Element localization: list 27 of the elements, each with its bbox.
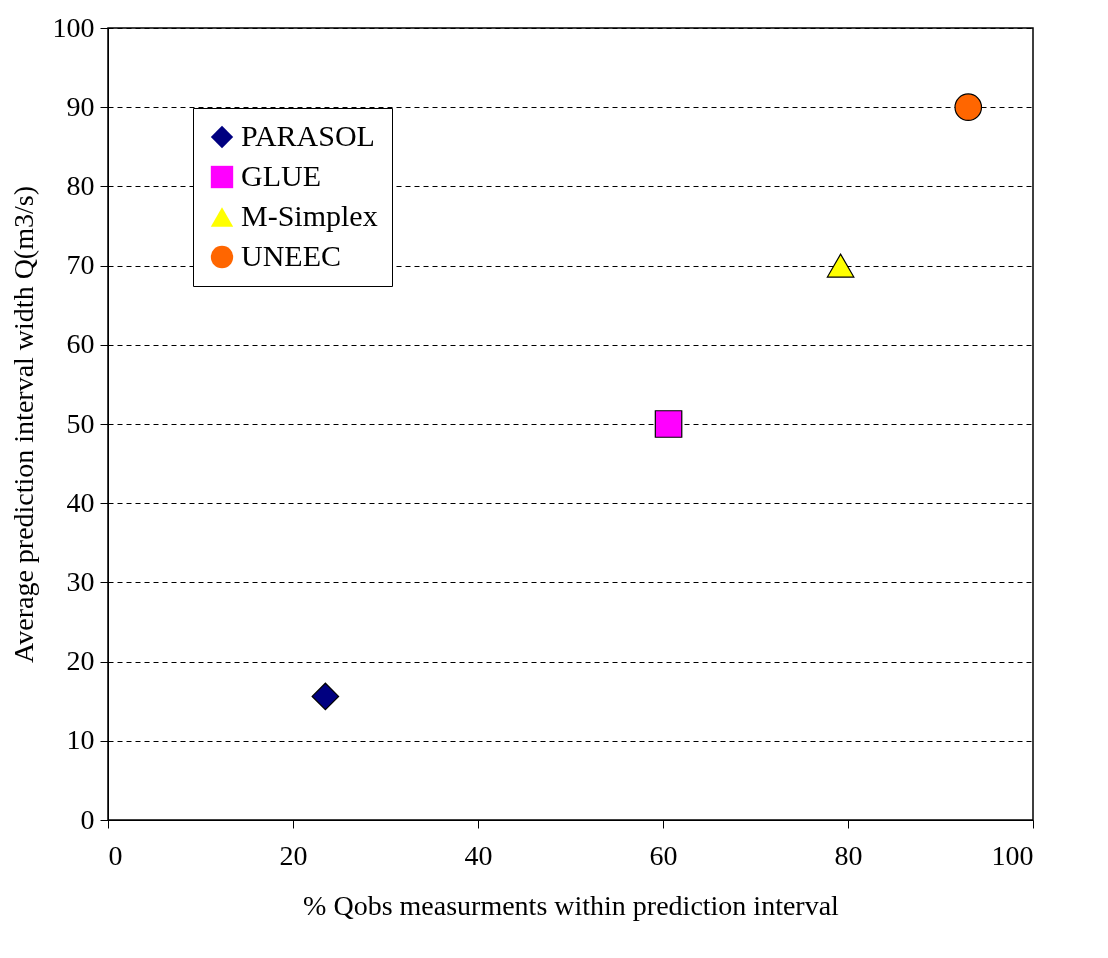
legend-label: PARASOL: [241, 119, 375, 152]
y-tick-label: 40: [66, 486, 95, 518]
point: [954, 93, 983, 121]
y-axis-title: Average prediction interval width Q(m3/s): [7, 186, 39, 663]
x-tick-label: 80: [834, 839, 863, 871]
y-tick-label: 90: [66, 90, 95, 122]
point: [654, 410, 683, 438]
y-tick-label: 80: [66, 169, 95, 201]
legend-label: GLUE: [241, 159, 321, 192]
legend-label: M-Simplex: [241, 199, 378, 232]
x-tick-label: 100: [991, 839, 1034, 871]
y-tick-label: 0: [80, 803, 95, 835]
x-tick-label: 60: [649, 839, 678, 871]
y-tick-label: 10: [66, 724, 95, 756]
y-tick-label: 70: [66, 249, 95, 281]
y-tick-label: 20: [66, 645, 95, 677]
legend-label: UNEEC: [241, 239, 341, 272]
point: [826, 253, 855, 278]
y-tick-label: 30: [66, 565, 95, 597]
x-axis-title: % Qobs measurments within prediction interval: [303, 889, 840, 921]
y-tick-label: 100: [52, 11, 95, 43]
y-tick-label: 60: [66, 328, 95, 360]
x-tick-label: 20: [279, 839, 308, 871]
point: [311, 682, 340, 711]
x-tick-label: 0: [108, 839, 123, 871]
x-tick-label: 40: [464, 839, 493, 871]
y-tick-label: 50: [66, 407, 95, 439]
